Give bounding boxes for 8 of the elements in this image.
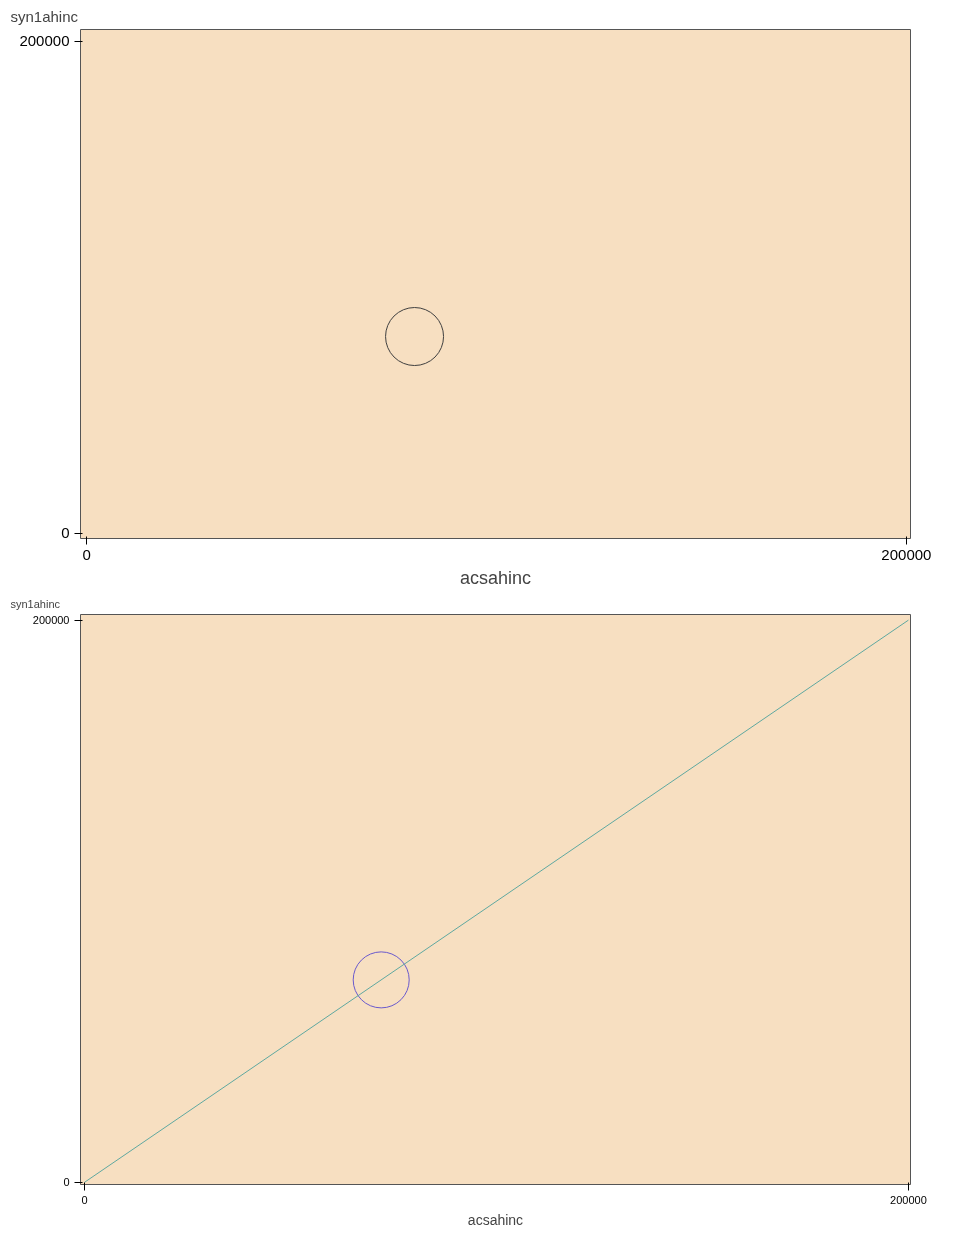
x-axis-title: acsahinc (467, 1211, 524, 1228)
y-tick-label: 0 (63, 1176, 70, 1189)
y-axis-title: syn1ahinc (10, 597, 61, 610)
y-axis-title: syn1ahinc (10, 7, 79, 25)
y-tick-label: 200000 (19, 32, 70, 50)
x-axis-title: acsahinc (459, 567, 532, 588)
y-tick-label: 200000 (32, 614, 70, 627)
y-tick-label: 0 (61, 524, 70, 542)
